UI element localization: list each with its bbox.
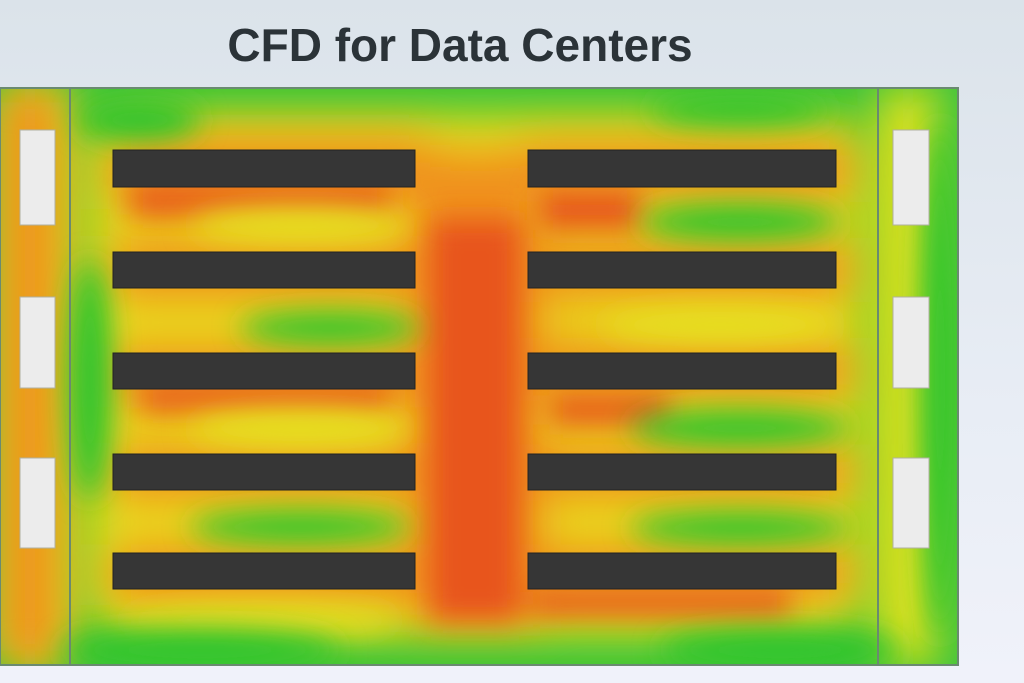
- room-outline: [0, 87, 959, 666]
- title: CFD for Data Centers: [227, 19, 693, 71]
- server-racks: [112, 149, 837, 590]
- cooling-units: [19, 129, 930, 549]
